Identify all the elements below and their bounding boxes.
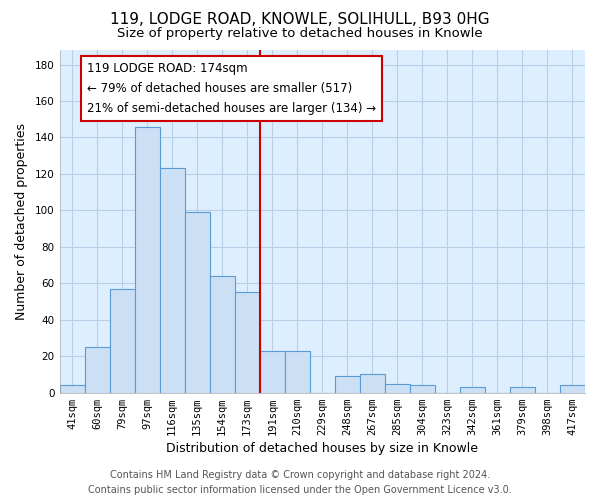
Bar [260,351,285,393]
Text: Contains HM Land Registry data © Crown copyright and database right 2024.
Contai: Contains HM Land Registry data © Crown c… [88,470,512,495]
Bar [185,212,209,392]
Bar [460,387,485,392]
Bar [59,386,85,392]
Bar [134,126,160,392]
Bar [85,347,110,393]
Bar [110,289,134,393]
Bar [209,276,235,392]
Bar [410,386,435,392]
Bar [510,387,535,392]
Bar [235,292,260,392]
Bar [335,376,360,392]
Bar [360,374,385,392]
Y-axis label: Number of detached properties: Number of detached properties [15,123,28,320]
Bar [385,384,410,392]
Bar [160,168,185,392]
Text: 119 LODGE ROAD: 174sqm
← 79% of detached houses are smaller (517)
21% of semi-de: 119 LODGE ROAD: 174sqm ← 79% of detached… [87,62,376,115]
Text: Size of property relative to detached houses in Knowle: Size of property relative to detached ho… [117,28,483,40]
Text: 119, LODGE ROAD, KNOWLE, SOLIHULL, B93 0HG: 119, LODGE ROAD, KNOWLE, SOLIHULL, B93 0… [110,12,490,28]
X-axis label: Distribution of detached houses by size in Knowle: Distribution of detached houses by size … [166,442,478,455]
Bar [285,351,310,393]
Bar [560,386,585,392]
